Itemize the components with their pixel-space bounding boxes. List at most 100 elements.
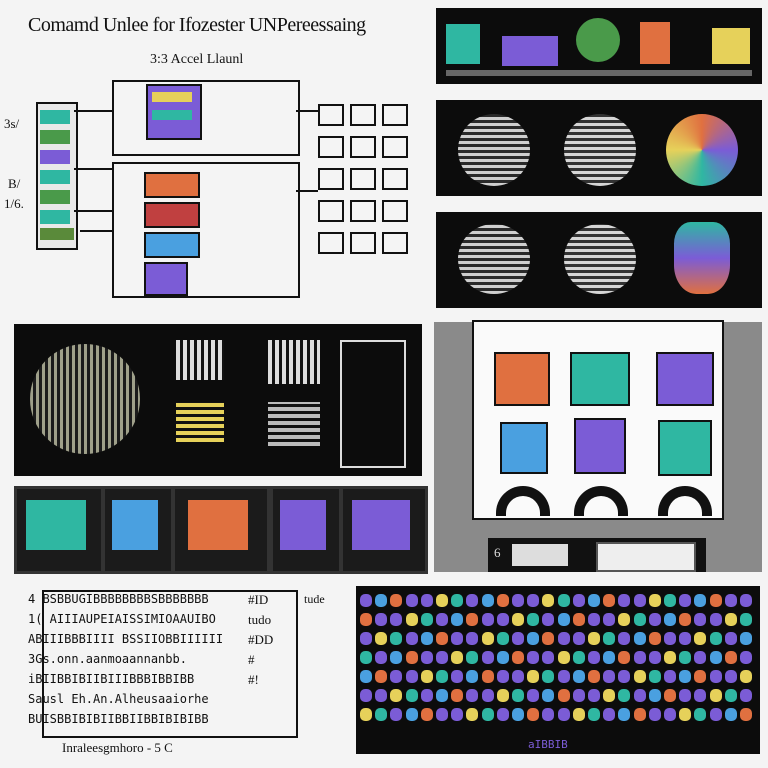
memory-cell: [420, 651, 433, 664]
memory-cell: [481, 613, 494, 626]
memory-cell: [633, 708, 646, 721]
memory-cell: [709, 594, 722, 607]
strip-base-line: [446, 70, 752, 76]
memory-cell: [542, 632, 555, 645]
memory-cell: [375, 594, 388, 607]
connector-line: [80, 230, 112, 232]
memory-cell: [496, 594, 509, 607]
memory-cell: [633, 594, 646, 607]
memory-cell: [588, 689, 600, 702]
output-module: [350, 136, 376, 158]
memory-cell: [588, 594, 600, 607]
memory-cell: [527, 632, 540, 645]
memory-cell: [618, 708, 631, 721]
memory-cell: [375, 613, 388, 626]
memory-cell: [709, 708, 722, 721]
memory-cell: [420, 689, 433, 702]
memory-cell: [451, 689, 464, 702]
right-label: #: [248, 652, 255, 667]
memory-cell: [481, 651, 494, 664]
memory-cell: [405, 670, 418, 683]
memory-cell: [664, 689, 676, 702]
output-module: [350, 232, 376, 254]
module-card-inner: [188, 500, 248, 550]
memory-cell: [740, 651, 752, 664]
output-module: [318, 168, 344, 190]
memory-cell: [648, 670, 661, 683]
component-icon: [574, 418, 626, 474]
text-line: 4 BSBBUGIBBBBBBBBSBBBBBBB: [28, 592, 209, 606]
memory-cell: [618, 670, 631, 683]
die-tile: [176, 340, 224, 380]
memory-cell: [603, 651, 616, 664]
memory-cell: [542, 594, 555, 607]
block-diagram: 3s/ B/ 1/6.: [0, 70, 420, 310]
memory-cell: [633, 613, 646, 626]
memory-cell: [679, 632, 692, 645]
memory-cell: [740, 594, 752, 607]
memory-cell: [542, 708, 555, 721]
memory-cell: [481, 689, 494, 702]
wafer-disk: [666, 114, 738, 186]
page-title: Comamd Unlee for Ifozester UNPereessaing: [28, 14, 366, 36]
memory-cell: [557, 670, 570, 683]
memory-cell: [588, 651, 600, 664]
memory-cell: [694, 651, 707, 664]
memory-cell: [633, 689, 646, 702]
memory-cell: [466, 594, 479, 607]
die-tile: [268, 340, 320, 384]
memory-cell: [603, 594, 616, 607]
board-icon: [446, 24, 480, 64]
memory-cell: [633, 670, 646, 683]
memory-cell: [618, 613, 631, 626]
memory-cell: [420, 670, 433, 683]
memory-grid-caption: aIBBIB: [528, 738, 568, 751]
memory-cell: [496, 708, 509, 721]
memory-cell: [679, 708, 692, 721]
device-icon: [512, 544, 568, 566]
memory-cell: [481, 670, 494, 683]
memory-cell: [664, 594, 676, 607]
memory-cell: [724, 708, 737, 721]
memory-cell: [557, 632, 570, 645]
arch-shape: [496, 486, 550, 516]
input-module: [40, 110, 70, 124]
memory-cell: [527, 594, 540, 607]
output-module: [382, 232, 408, 254]
memory-cell: [572, 632, 585, 645]
memory-cell: [709, 613, 722, 626]
memory-cell: [512, 632, 524, 645]
memory-chip: [144, 262, 188, 296]
output-module: [350, 168, 376, 190]
memory-cell: [572, 689, 585, 702]
memory-cell: [405, 632, 418, 645]
text-line: 3Gs.onn.aanmoaannanbb.: [28, 652, 187, 666]
memory-cell: [466, 670, 479, 683]
memory-cell: [390, 632, 403, 645]
memory-cell: [694, 594, 707, 607]
memory-cell: [664, 632, 676, 645]
memory-cell: [481, 708, 494, 721]
terminal-icon: [712, 28, 750, 64]
wafer-icon: [576, 18, 620, 62]
memory-cell: [451, 708, 464, 721]
memory-cell: [603, 632, 616, 645]
memory-cell: [709, 689, 722, 702]
memory-cell: [679, 613, 692, 626]
memory-cell: [375, 651, 388, 664]
processing-block-bottom: [112, 162, 300, 298]
memory-cell: [724, 651, 737, 664]
memory-cell: [709, 670, 722, 683]
memory-cell: [694, 632, 707, 645]
memory-cell: [633, 651, 646, 664]
memory-cell: [694, 708, 707, 721]
memory-cell: [679, 689, 692, 702]
connector-line: [74, 168, 112, 170]
memory-cell: [436, 708, 448, 721]
output-module: [382, 168, 408, 190]
memory-cell: [496, 689, 509, 702]
memory-cell: [740, 613, 752, 626]
memory-cell: [618, 651, 631, 664]
memory-cell: [527, 689, 540, 702]
output-module: [318, 232, 344, 254]
